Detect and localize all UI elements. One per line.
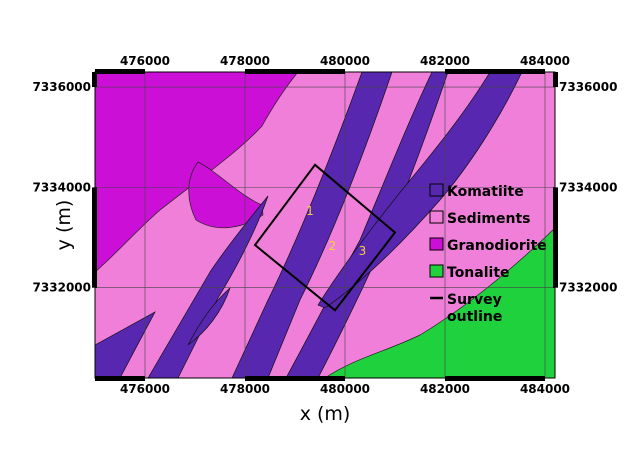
tick-labels: 476000 476000 478000 478000 480000 480000 4820… — [33, 54, 618, 396]
x-tick-label-top: 482000 — [420, 54, 470, 68]
legend-label: Komatiite — [447, 184, 524, 200]
komatiite-band — [147, 195, 269, 378]
frame-bar-right — [553, 72, 558, 88]
y-tick-label-left: 7332000 — [33, 281, 91, 295]
x-tick-label-bottom: 476000 — [120, 382, 170, 396]
frame-bar-top — [95, 69, 145, 74]
x-tick-label-bottom: 484000 — [520, 382, 570, 396]
legend-label: Tonalite — [447, 265, 510, 281]
y-tick-label-right: 7336000 — [559, 80, 617, 94]
y-tick-label-left: 7336000 — [33, 80, 91, 94]
frame-bar-bottom — [445, 376, 545, 381]
frame-bar-left — [92, 187, 97, 288]
x-tick-label-bottom: 478000 — [220, 382, 270, 396]
x-tick-label-bottom: 482000 — [420, 382, 470, 396]
granodiorite-outlier — [188, 161, 264, 229]
geology-units — [95, 72, 555, 378]
survey-line-labels: 1 2 3 — [306, 204, 366, 258]
x-tick-label-bottom: 480000 — [320, 382, 370, 396]
legend-swatch — [429, 237, 444, 251]
legend-swatch — [429, 210, 444, 224]
x-tick-label-top: 476000 — [120, 54, 170, 68]
legend: Komatiite Sediments Granodiorite Tonalite Su… — [429, 183, 547, 325]
legend-label: Sediments — [447, 211, 530, 227]
survey-line-label: 1 — [306, 204, 314, 218]
x-tick-label-top: 480000 — [320, 54, 370, 68]
y-tick-label-right: 7332000 — [559, 281, 617, 295]
x-tick-label-top: 478000 — [220, 54, 270, 68]
y-axis-title: y (m) — [53, 200, 75, 251]
x-axis-title: x (m) — [300, 403, 351, 425]
map-frame-bars — [92, 69, 558, 381]
map-grid — [95, 72, 555, 378]
frame-bar-top — [245, 69, 345, 74]
y-tick-label-right: 7334000 — [559, 180, 617, 194]
survey-line-label: 3 — [359, 244, 367, 258]
survey-line-label: 2 — [329, 239, 337, 253]
tonalite-unit — [324, 227, 555, 378]
frame-bar-left — [92, 72, 97, 88]
frame-bar-top — [445, 69, 545, 74]
y-tick-label-left: 7334000 — [33, 180, 91, 194]
legend-swatch — [429, 264, 444, 278]
x-tick-label-top: 484000 — [520, 54, 570, 68]
frame-bar-bottom — [95, 376, 145, 381]
legend-label: Survey — [447, 292, 502, 308]
komatiite-band — [95, 311, 156, 378]
legend-swatch — [429, 183, 444, 197]
legend-label: Granodiorite — [447, 238, 547, 254]
frame-bar-bottom — [245, 376, 345, 381]
legend-label: outline — [447, 309, 502, 325]
survey-outline — [253, 163, 397, 312]
komatiite-band — [231, 72, 393, 378]
frame-bar-right — [553, 187, 558, 288]
